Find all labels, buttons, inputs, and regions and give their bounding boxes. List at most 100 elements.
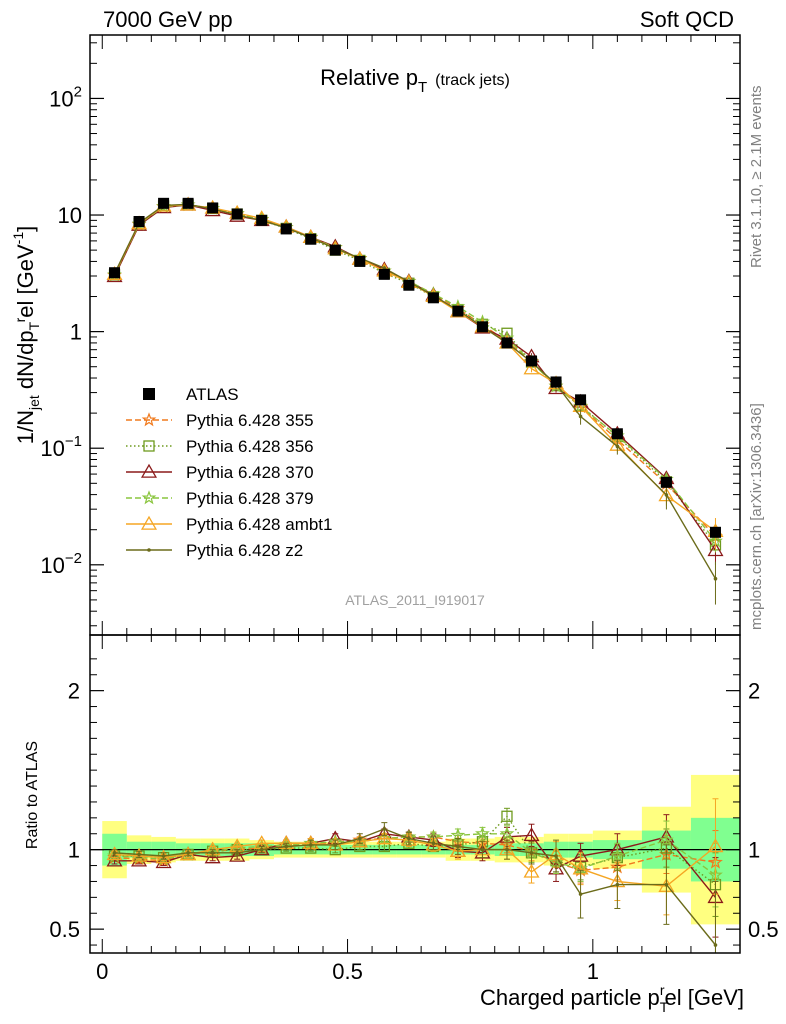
atlas-data-point	[207, 202, 219, 214]
atlas-data-point	[403, 279, 415, 291]
ratio-y-axis-label: Ratio to ATLAS	[24, 741, 41, 849]
ratio-point-pythia-6-428-379	[499, 826, 515, 840]
atlas-data-point	[660, 476, 672, 488]
ratio-frame	[89, 634, 741, 954]
legend-label: Pythia 6.428 379	[186, 489, 314, 508]
ratio-point-pythia-6-428-z2	[112, 851, 117, 855]
ratio-series-group	[106, 798, 724, 953]
legend-label: Pythia 6.428 370	[186, 463, 314, 482]
atlas-data-point	[256, 214, 268, 226]
legend-entry: Pythia 6.428 356	[126, 437, 314, 456]
legend-marker	[143, 388, 155, 400]
legend-marker	[143, 440, 155, 452]
main-series-atlas	[109, 197, 721, 538]
x-axis-label: Charged particle pTrel [GeV]	[480, 982, 744, 1015]
atlas-data-point	[305, 233, 317, 245]
main-y-tick-label: 10	[58, 203, 82, 228]
main-point-pythia-6-428-370	[707, 542, 724, 557]
main-point-pythia-6-428-ambt1	[523, 360, 540, 375]
legend-label: Pythia 6.428 z2	[186, 541, 303, 560]
ratio-point-pythia-6-428-ambt1	[707, 838, 724, 853]
process-label: Soft QCD	[639, 7, 734, 32]
x-tick-label: 0.5	[332, 959, 363, 984]
ratio-y-tick-label-left: 2	[68, 679, 80, 704]
ratio-point-pythia-6-428-z2	[186, 851, 190, 855]
atlas-data-point	[182, 197, 194, 209]
ratio-point-pythia-6-428-z2	[284, 844, 289, 849]
ratio-point-pythia-6-428-z2	[210, 851, 215, 855]
ratio-point-pythia-6-428-379	[659, 832, 674, 847]
ratio-point-pythia-6-428-ambt1	[351, 833, 368, 848]
main-point-pythia-6-428-z2	[664, 493, 669, 497]
ratio-point-pythia-6-428-z2	[308, 843, 313, 847]
legend-marker	[141, 412, 157, 427]
atlas-data-point	[709, 526, 721, 538]
legend-label: ATLAS	[186, 385, 239, 404]
ratio-point-pythia-6-428-z2	[480, 847, 485, 852]
main-axes: 102 10 1 10−1 10−2	[40, 35, 741, 635]
legend-marker	[140, 463, 158, 478]
ratio-point-pythia-6-428-z2	[431, 841, 436, 846]
main-plot-title: Relative pT (track jets)	[320, 65, 510, 96]
ratio-point-pythia-6-428-z2	[505, 847, 509, 852]
main-y-tick-label: 102	[49, 83, 82, 111]
main-y-tick-label: 10−2	[40, 550, 82, 578]
legend-entry: Pythia 6.428 379	[126, 489, 314, 508]
main-y-tick-label: 10−1	[40, 433, 82, 461]
x-tick-label: 0	[96, 959, 108, 984]
main-point-pythia-6-428-z2	[713, 576, 718, 581]
ratio-y-tick-label-left: 0.5	[49, 917, 80, 942]
main-series-pythia-6-428-370	[106, 196, 724, 565]
atlas-data-point	[526, 355, 538, 367]
atlas-data-point	[378, 268, 390, 280]
ratio-point-pythia-6-428-356	[501, 810, 513, 822]
main-title-note: (track jets)	[435, 72, 510, 89]
legend-marker	[140, 515, 158, 530]
atlas-data-point	[133, 215, 145, 227]
ratio-point-pythia-6-428-z2	[529, 851, 534, 855]
legend-entry: Pythia 6.428 ambt1	[126, 515, 332, 534]
ratio-point-pythia-6-428-z2	[578, 892, 583, 896]
legend: ATLAS Pythia 6.428 355 Pythia 6.428 356 Pyt…	[126, 385, 332, 560]
ratio-point-pythia-6-428-ambt1	[376, 830, 393, 845]
ratio-point-pythia-6-428-z2	[333, 843, 338, 847]
ratio-y-tick-label-left: 1	[68, 838, 80, 863]
ratio-axes: 0.5 0.5 1 1 2 2 0 0.5 1	[49, 635, 779, 984]
atlas-data-point	[427, 292, 439, 304]
ratio-point-pythia-6-428-z2	[137, 852, 141, 857]
ratio-point-pythia-6-428-z2	[456, 844, 460, 849]
atlas-data-point	[280, 223, 292, 235]
ratio-point-pythia-6-428-z2	[713, 943, 718, 947]
atlas-data-point	[476, 321, 488, 333]
legend-label: Pythia 6.428 ambt1	[186, 515, 332, 534]
legend-marker	[147, 548, 151, 552]
main-y-tick-label: 1	[70, 320, 82, 345]
ratio-point-pythia-6-428-ambt1	[155, 849, 172, 864]
ratio-point-pythia-6-428-z2	[664, 882, 669, 887]
atlas-data-point	[158, 197, 170, 209]
ratio-point-pythia-6-428-ambt1	[449, 843, 466, 857]
main-line-pythia-6-428-355	[113, 204, 717, 537]
legend-label: Pythia 6.428 356	[186, 437, 314, 456]
atlas-data-point	[231, 208, 243, 220]
ratio-point-pythia-6-428-z2	[407, 836, 411, 841]
ratio-point-pythia-6-428-z2	[259, 847, 264, 852]
ratio-point-pythia-6-428-370	[229, 847, 246, 862]
main-point-pythia-6-428-z2	[578, 414, 583, 419]
legend-marker	[141, 490, 157, 505]
ratio-point-pythia-6-428-379	[450, 827, 466, 842]
atlas-data-point	[550, 376, 562, 388]
main-line-pythia-6-428-ambt1	[113, 204, 716, 532]
ratio-point-pythia-6-428-z2	[358, 836, 362, 841]
ratio-point-pythia-6-428-379	[610, 848, 625, 863]
legend-entry: Pythia 6.428 370	[126, 463, 314, 482]
x-tick-label: 1	[587, 959, 599, 984]
main-y-axis-label: 1/Njet dN/dpTrel [GeV-1]	[10, 226, 42, 445]
main-title-text: Relative p	[320, 65, 418, 90]
legend-entry: Pythia 6.428 z2	[126, 541, 303, 560]
main-series-group	[106, 196, 724, 605]
analysis-label: ATLAS_2011_I919017	[345, 592, 485, 608]
ratio-point-pythia-6-428-370	[131, 852, 148, 867]
ratio-series-pythia-6-428-z2	[111, 822, 719, 953]
